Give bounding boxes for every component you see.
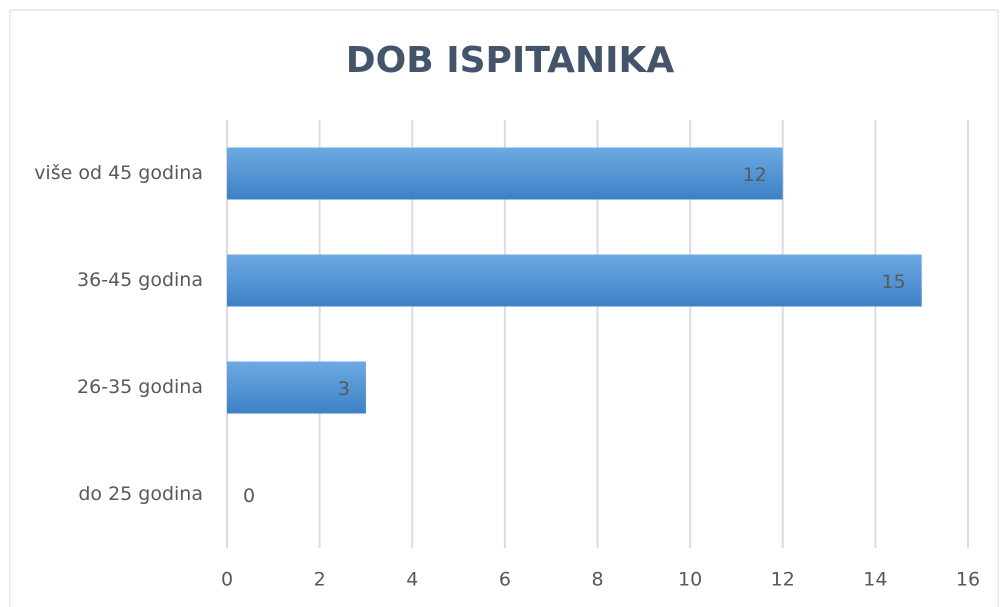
- data-label: 12: [743, 164, 767, 186]
- bar: [227, 361, 366, 414]
- x-tick-label: 8: [591, 569, 603, 591]
- bar: [227, 147, 783, 200]
- data-label: 15: [882, 271, 906, 293]
- y-tick-label: 26-35 godina: [77, 376, 203, 398]
- x-tick-label: 16: [956, 569, 980, 591]
- x-tick-label: 12: [771, 569, 795, 591]
- x-tick-label: 4: [406, 569, 418, 591]
- x-tick-label: 14: [863, 569, 887, 591]
- y-tick-label: 36-45 godina: [77, 269, 203, 291]
- x-tick-label: 2: [314, 569, 326, 591]
- chart-title: DOB ISPITANIKA: [346, 40, 675, 81]
- x-tick-label: 6: [499, 569, 511, 591]
- data-label: 0: [243, 485, 255, 507]
- y-tick-label: do 25 godina: [78, 483, 203, 505]
- y-tick-label: više od 45 godina: [34, 162, 203, 184]
- x-tick-label: 10: [678, 569, 702, 591]
- data-label: 3: [338, 378, 350, 400]
- bar: [227, 254, 922, 307]
- x-tick-label: 0: [221, 569, 233, 591]
